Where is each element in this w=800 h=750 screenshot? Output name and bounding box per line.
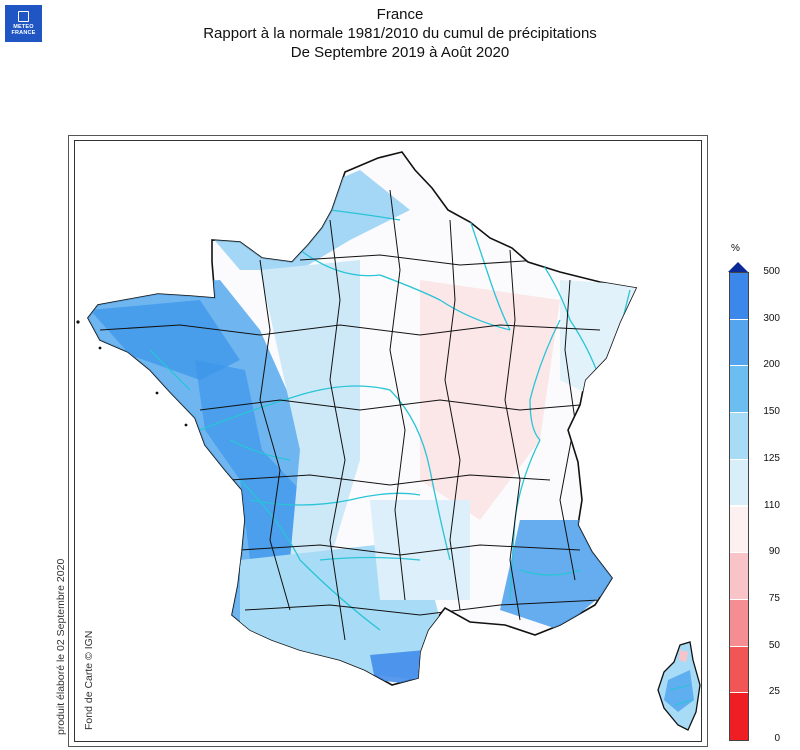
legend-swatch [730,319,748,367]
border-line [329,219,346,641]
map-title: France [376,6,424,23]
river-durance [519,569,581,576]
legend-max-arrow [728,262,748,272]
map-frame-inner [74,140,702,742]
legend-label: 500 [763,266,780,277]
legend-swatch [730,413,748,460]
zone-brittany-wet [90,300,240,380]
map-frame-outer [68,135,708,747]
legend-unit: % [731,243,740,254]
zone-east-dry [420,280,560,520]
island [98,346,102,350]
legend-swatch [730,553,748,600]
legend-label: 50 [768,639,780,651]
border-line [259,259,291,611]
corsica-dry-spot [679,650,688,662]
legend-swatch [730,506,748,554]
river-loire [199,385,451,561]
legend-swatch [730,693,748,740]
logo-text-france: FRANCE [11,30,36,36]
river-charente [229,439,291,461]
legend-swatch [730,599,748,647]
border-line [444,219,461,611]
river-somme [329,209,401,221]
river-moselle [539,259,601,381]
legend-label: 75 [768,592,780,604]
border-line [504,249,521,621]
meteo-france-logo: METEO FRANCE [5,5,42,42]
legend-swatch [730,273,748,320]
river-vilaine [149,349,191,391]
border-line [299,254,541,266]
zone-west-central-light [260,260,360,560]
legend-label: 125 [763,452,780,464]
logo-text-meteo: METEO [13,24,34,30]
zone-massif-light [370,500,470,600]
island [184,423,188,427]
legend-label: 25 [768,686,780,698]
map-titles: France Rapport à la normale 1981/2010 du… [0,5,800,62]
river-garonne [239,479,381,631]
legend-label: 110 [764,499,780,511]
river-saone [529,319,561,441]
zone-atlantic-coast-wet [195,360,300,560]
legend-label: 90 [768,546,780,558]
zone-roussillon-wet [370,650,425,685]
legend-label: 200 [763,359,780,371]
island [155,391,159,395]
legend-swatch [730,459,748,507]
legend-color-bar [729,272,749,741]
legend-label: 150 [763,406,780,418]
logo-mark-icon [18,11,29,22]
border-line [229,474,551,486]
river-lot [319,556,421,561]
border-line [239,544,581,556]
legend-swatch [730,366,748,414]
river-dordogne [249,492,421,506]
zone-north-east-light [560,280,636,400]
legend-label: 0 [774,733,780,744]
legend-label: 300 [763,312,780,324]
map-subtitle: Rapport à la normale 1981/2010 du cumul … [203,25,597,42]
border-line [199,399,581,411]
river-meuse [469,219,511,331]
river-seine [299,249,511,331]
map-period: De Septembre 2019 à Août 2020 [290,44,510,61]
border-line [99,324,601,336]
border-line [389,189,406,601]
island [76,320,80,324]
department-borders [99,189,601,641]
corsica-river [669,684,693,706]
border-line [244,599,601,616]
france-mainland [87,151,638,686]
legend-swatch [730,646,748,694]
